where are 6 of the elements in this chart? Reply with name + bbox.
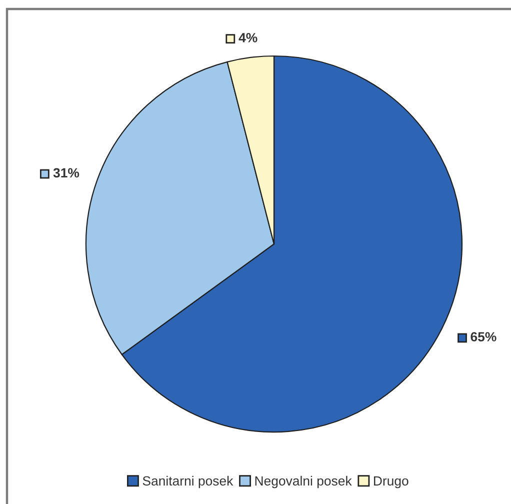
data-label: 65% — [470, 332, 496, 342]
legend-label: Drugo — [374, 476, 408, 488]
legend-label: Sanitarni posek — [142, 476, 234, 488]
legend-label: Negovalni posek — [255, 476, 352, 488]
data-label: 31% — [53, 168, 80, 178]
data-label: 4% — [238, 33, 258, 42]
